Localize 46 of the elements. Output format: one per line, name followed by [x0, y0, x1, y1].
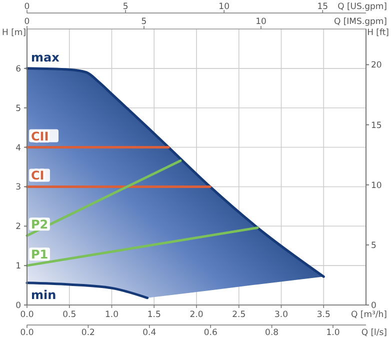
- x-tick-label: 2.0: [190, 310, 204, 320]
- text: 10: [256, 17, 266, 27]
- text: 0.4: [142, 328, 156, 338]
- y2-tick-label: 15: [371, 120, 382, 131]
- x2-tick-label: 5: [122, 2, 128, 12]
- y-tick-label: 4: [16, 143, 21, 154]
- x-tick-label: 2.5: [232, 310, 246, 320]
- series-label: CI: [31, 168, 44, 183]
- y-tick-label: 1: [16, 262, 21, 272]
- y-tick-label: 6: [16, 64, 21, 74]
- line-series: [26, 282, 149, 300]
- y-tick-label: 3: [16, 182, 21, 193]
- x-tick-label: 0.0: [20, 310, 34, 320]
- text: 0: [24, 17, 30, 27]
- x-tick-label: 3.0: [274, 310, 288, 320]
- x-tick-label: 0.5: [62, 310, 76, 320]
- text: 0.0: [20, 328, 34, 338]
- y-axis-title: H [m]: [2, 28, 26, 38]
- text: 1.0: [326, 328, 340, 338]
- y-tick-label: 0: [16, 301, 21, 311]
- x2-tick-label: 15: [317, 2, 328, 12]
- x-tick-label: 3.5: [316, 310, 330, 320]
- x-tick-label: 1.5: [147, 310, 161, 320]
- text: 5: [141, 17, 147, 27]
- series-label: CII: [31, 129, 49, 144]
- text: Q [IMS.gpm]: [334, 17, 387, 27]
- y-tick-label: 2: [16, 222, 21, 232]
- series-label: max: [31, 50, 60, 64]
- text: 0.6: [204, 328, 218, 338]
- y2-tick-label: 0: [371, 301, 376, 311]
- series-label: P1: [31, 248, 48, 262]
- y2-tick-label: 20: [371, 60, 382, 71]
- x-tick-label: 1.0: [104, 310, 119, 320]
- y2-tick-label: 10: [371, 180, 382, 191]
- text: 0.2: [81, 328, 95, 338]
- x2-axis-title: Q [US.gpm]: [338, 2, 387, 12]
- text: Q [l/s]: [361, 328, 387, 338]
- text: 0.8: [265, 328, 279, 338]
- y2-tick-label: 5: [371, 240, 376, 251]
- series-label: min: [31, 288, 56, 302]
- x2-tick-label: 0: [24, 2, 30, 12]
- y-tick-label: 5: [16, 104, 21, 114]
- x2-tick-label: 10: [218, 2, 230, 12]
- y2-axis-title: H [ft]: [367, 28, 389, 38]
- x-axis-title: Q [m³/h]: [351, 310, 387, 320]
- series-label: P2: [31, 218, 48, 232]
